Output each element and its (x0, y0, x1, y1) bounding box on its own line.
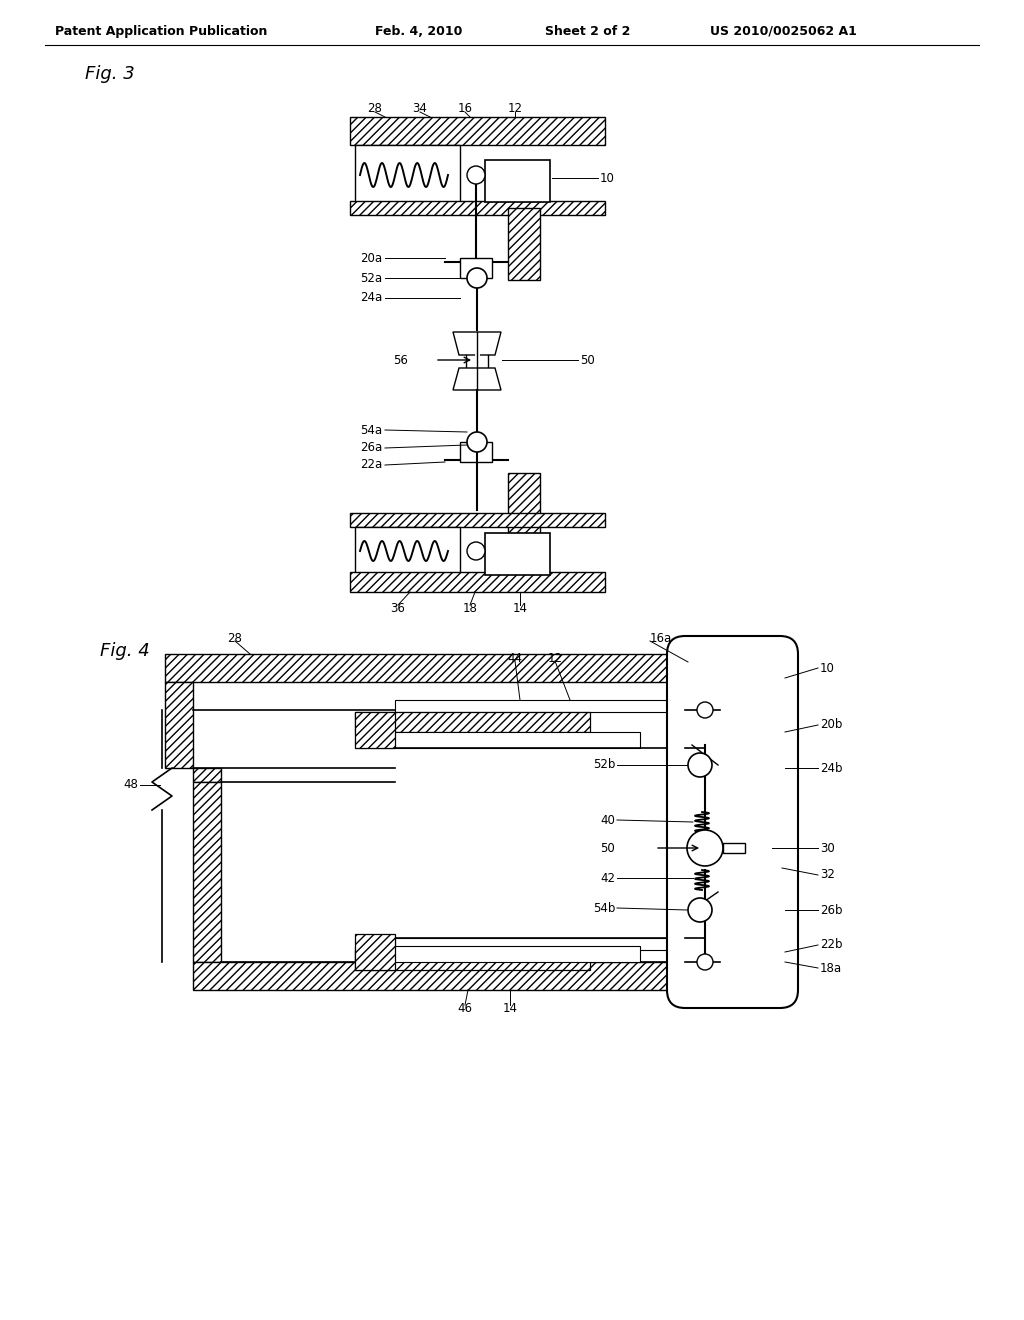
Text: 24a: 24a (359, 292, 382, 305)
Circle shape (467, 166, 485, 183)
Circle shape (467, 432, 487, 451)
Bar (355, 145, 460, 205)
Text: 50: 50 (600, 842, 615, 854)
Text: 52a: 52a (359, 272, 382, 285)
Text: Feb. 4, 2010: Feb. 4, 2010 (375, 25, 463, 38)
Text: 16a: 16a (650, 631, 672, 644)
Text: 54b: 54b (593, 902, 615, 915)
Text: 14: 14 (512, 602, 527, 615)
Text: 20a: 20a (359, 252, 382, 264)
Circle shape (697, 702, 713, 718)
Bar (355, 946, 640, 962)
Text: 52b: 52b (593, 759, 615, 771)
Text: Patent Application Publication: Patent Application Publication (55, 25, 267, 38)
Bar (350, 117, 605, 145)
Text: 34: 34 (413, 102, 427, 115)
Text: 26b: 26b (820, 903, 843, 916)
Text: 20b: 20b (820, 718, 843, 731)
Bar (508, 473, 540, 545)
Bar (355, 950, 590, 970)
Bar (355, 527, 460, 576)
Text: 28: 28 (368, 102, 382, 115)
Circle shape (467, 268, 487, 288)
Bar (485, 160, 550, 202)
Text: Fig. 4: Fig. 4 (100, 642, 150, 660)
Text: 10: 10 (600, 172, 614, 185)
Bar (193, 768, 221, 781)
FancyBboxPatch shape (667, 636, 798, 1008)
Bar (485, 533, 550, 576)
Bar (355, 935, 395, 970)
Text: 46: 46 (458, 1002, 472, 1015)
Bar (355, 711, 395, 748)
Text: 26a: 26a (359, 441, 382, 454)
Circle shape (687, 830, 723, 866)
Text: US 2010/0025062 A1: US 2010/0025062 A1 (710, 25, 857, 38)
Text: 56: 56 (393, 354, 408, 367)
Bar (165, 682, 193, 768)
Text: 18a: 18a (820, 961, 842, 974)
Text: 30: 30 (820, 842, 835, 854)
Bar (723, 843, 745, 853)
Bar (165, 653, 720, 682)
Text: 22b: 22b (820, 939, 843, 952)
Text: 14: 14 (503, 1002, 517, 1015)
Text: 32: 32 (820, 869, 835, 882)
Text: 50: 50 (580, 354, 595, 367)
Bar (193, 962, 720, 990)
Text: 48: 48 (123, 779, 138, 792)
Text: 18: 18 (463, 602, 477, 615)
Bar (395, 700, 680, 711)
Bar (350, 572, 605, 591)
Text: 40: 40 (600, 813, 615, 826)
Bar (395, 939, 680, 950)
Bar (460, 442, 492, 462)
Bar (355, 733, 640, 748)
Polygon shape (453, 333, 501, 355)
Text: Sheet 2 of 2: Sheet 2 of 2 (545, 25, 631, 38)
Text: Fig. 3: Fig. 3 (85, 65, 135, 83)
Text: 44: 44 (508, 652, 522, 664)
Bar (460, 257, 492, 279)
Polygon shape (453, 368, 501, 389)
Text: 54a: 54a (359, 424, 382, 437)
Text: 12: 12 (508, 102, 522, 115)
Text: 12: 12 (548, 652, 562, 664)
Text: 42: 42 (600, 871, 615, 884)
Text: 36: 36 (390, 602, 406, 615)
Text: 10: 10 (820, 661, 835, 675)
Bar (350, 201, 605, 215)
Circle shape (688, 752, 712, 777)
Text: 28: 28 (227, 631, 243, 644)
Bar (193, 781, 221, 962)
Circle shape (688, 898, 712, 921)
Text: 22a: 22a (359, 458, 382, 471)
Bar (350, 513, 605, 527)
Circle shape (467, 543, 485, 560)
Bar (508, 209, 540, 280)
Bar (355, 711, 590, 733)
Text: 16: 16 (458, 102, 472, 115)
Circle shape (697, 954, 713, 970)
Text: 24b: 24b (820, 762, 843, 775)
